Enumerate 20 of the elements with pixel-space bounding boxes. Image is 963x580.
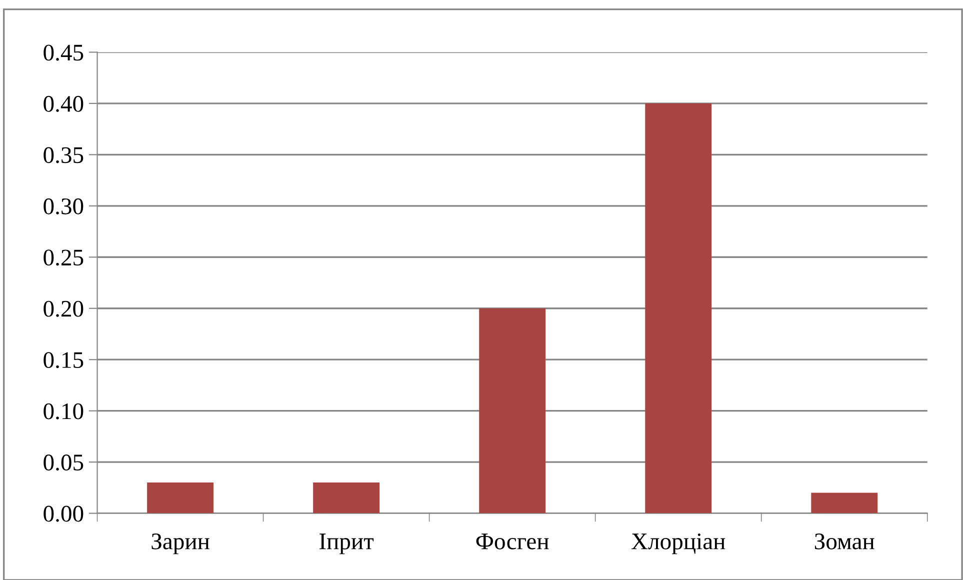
y-tick-label: 0.20 [44,300,84,317]
x-tick-label: Зарин [152,533,210,554]
bar [479,308,546,514]
x-tick-label: Іприт [320,534,374,554]
y-tick-label: 0.00 [44,506,84,522]
y-tick-label: 0.40 [44,96,84,112]
y-tick-label: 0.25 [44,250,84,266]
bar [645,103,712,514]
y-tick-label: 0.10 [44,403,84,420]
x-tick-label: Фосген [476,534,549,550]
y-tick-label: 0.15 [44,352,84,368]
y-tick-label: 0.30 [44,198,84,214]
bar [147,482,214,514]
y-tick-label: 0.45 [44,44,84,61]
bar [811,492,878,514]
y-tick-label: 0.35 [44,147,84,164]
bar [313,482,380,514]
x-tick-label: Хлорціан [631,533,726,554]
x-tick-label: Зоман [814,533,874,550]
y-tick-label: 0.05 [44,454,84,471]
